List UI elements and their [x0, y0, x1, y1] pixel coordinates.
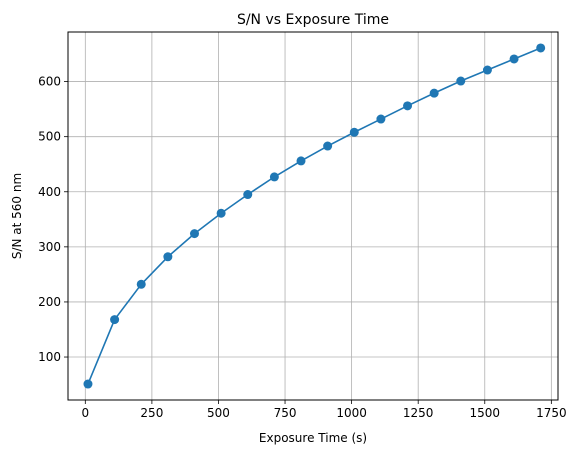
chart-title: S/N vs Exposure Time [237, 12, 389, 28]
data-point [456, 77, 465, 86]
data-point [376, 115, 385, 124]
x-tick-label: 500 [207, 406, 230, 420]
x-tick-label: 1000 [336, 406, 367, 420]
x-tick-label: 250 [140, 406, 163, 420]
y-axis-label: S/N at 560 nm [10, 173, 24, 259]
data-point [217, 209, 226, 218]
x-tick-label: 1750 [536, 406, 567, 420]
data-point [483, 66, 492, 75]
data-point [243, 190, 252, 199]
data-point [323, 142, 332, 151]
data-point [430, 89, 439, 98]
x-tick-label: 1250 [403, 406, 434, 420]
y-tick-label: 100 [38, 350, 61, 364]
x-axis-label: Exposure Time (s) [259, 431, 367, 445]
y-tick-label: 300 [38, 240, 61, 254]
data-point [137, 280, 146, 289]
x-tick-label: 0 [81, 406, 89, 420]
data-point [510, 54, 519, 63]
data-point [83, 380, 92, 389]
y-tick-label: 600 [38, 75, 61, 89]
data-point [270, 172, 279, 181]
data-point [190, 229, 199, 238]
x-tick-label: 750 [274, 406, 297, 420]
data-point [403, 101, 412, 110]
data-point [110, 315, 119, 324]
data-point [536, 43, 545, 52]
data-point [350, 128, 359, 137]
y-tick-label: 400 [38, 185, 61, 199]
x-tick-label: 1500 [469, 406, 500, 420]
data-point [163, 252, 172, 261]
y-tick-label: 500 [38, 130, 61, 144]
y-tick-label: 200 [38, 295, 61, 309]
data-point [297, 156, 306, 165]
